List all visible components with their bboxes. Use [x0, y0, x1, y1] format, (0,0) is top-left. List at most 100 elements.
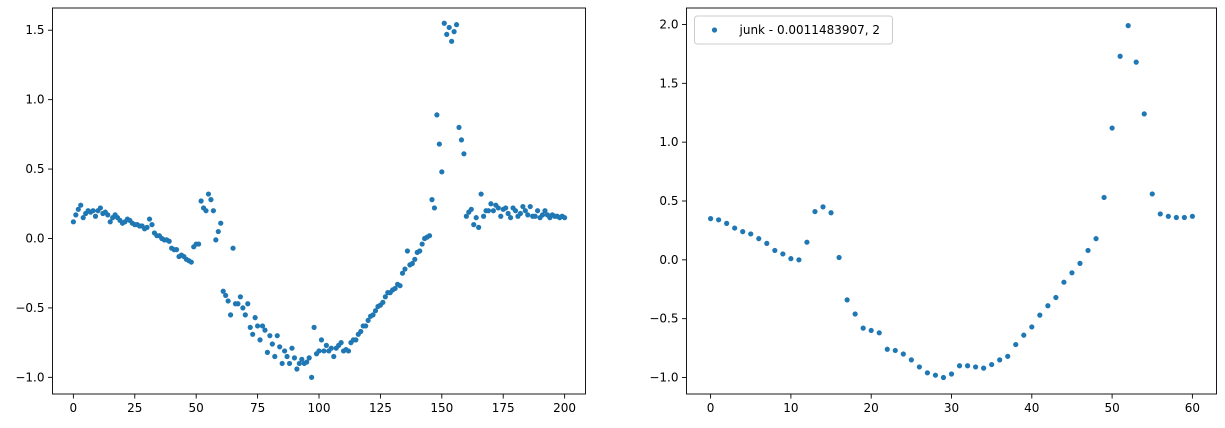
right-scatter-chart: 0 10 20 30 40 50 60 −1.0 −0.5 0.0 0.5 1.0 1.5 2.0 junk… [649, 7, 1217, 415]
data-point [498, 213, 504, 219]
data-point [828, 210, 834, 216]
data-point [240, 305, 246, 311]
data-point [242, 312, 248, 318]
data-point [836, 254, 842, 261]
y-tick-label: 0.5 [25, 162, 44, 176]
x-tick-label: 20 [864, 401, 879, 415]
y-tick-label: −1.0 [649, 371, 678, 385]
data-point [311, 324, 317, 330]
data-point [198, 198, 204, 204]
data-point [463, 213, 469, 219]
x-tick-label: 50 [1104, 401, 1119, 415]
data-point [535, 208, 541, 214]
data-point [1053, 294, 1059, 301]
data-point [272, 353, 278, 360]
data-point [294, 366, 300, 372]
data-points [70, 20, 568, 380]
x-tick-label: 75 [250, 401, 265, 415]
data-point [309, 374, 315, 380]
data-point [451, 29, 457, 35]
x-tick-label: 0 [707, 401, 715, 415]
data-point [402, 266, 408, 272]
data-point [796, 257, 802, 263]
y-tick-label: 2.0 [659, 17, 678, 31]
x-tick-label: 25 [127, 401, 142, 415]
data-point [503, 205, 509, 211]
data-point [517, 210, 524, 217]
data-point [399, 270, 406, 276]
axes-frame [686, 7, 1217, 395]
data-point [1085, 247, 1091, 254]
data-point [223, 292, 229, 299]
data-point [772, 247, 778, 254]
data-point [525, 212, 531, 218]
data-point [488, 201, 494, 207]
data-point [724, 220, 730, 226]
data-point [476, 224, 482, 230]
data-point [92, 213, 99, 219]
data-point [512, 208, 519, 214]
data-point [756, 236, 762, 242]
data-point [884, 346, 890, 352]
data-point [507, 215, 514, 221]
data-point [203, 208, 209, 214]
data-point [220, 288, 226, 294]
data-point [852, 311, 858, 317]
data-point [188, 259, 194, 265]
data-point [542, 208, 548, 214]
data-point [1101, 194, 1107, 201]
data-point [436, 141, 442, 147]
data-point [441, 20, 447, 26]
data-point [417, 248, 423, 254]
data-point [227, 312, 234, 318]
data-point [860, 325, 866, 331]
legend: junk - 0.0011483907, 2 [694, 15, 893, 45]
data-point [205, 191, 212, 197]
data-point [748, 231, 754, 237]
data-point [804, 239, 810, 245]
data-point [78, 202, 84, 208]
data-point [527, 203, 533, 210]
data-point [431, 205, 438, 211]
data-point [453, 22, 460, 28]
data-point [707, 216, 714, 222]
data-point [1165, 213, 1171, 219]
data-point [247, 324, 253, 330]
data-point [1189, 213, 1196, 219]
data-point [80, 215, 86, 221]
data-point [252, 315, 258, 321]
data-point [485, 208, 492, 214]
data-point [764, 240, 770, 246]
data-point [522, 208, 528, 214]
data-point [316, 348, 322, 354]
data-point [473, 215, 479, 221]
data-point [210, 208, 216, 214]
data-point [173, 247, 180, 253]
data-point [257, 337, 263, 343]
data-point [213, 237, 219, 243]
data-point [144, 224, 150, 230]
data-point [1029, 324, 1035, 330]
data-point [1173, 214, 1179, 221]
x-tick-label: 125 [369, 401, 392, 415]
x-tick-label: 40 [1024, 401, 1039, 415]
x-tick-label: 175 [492, 401, 515, 415]
data-point [262, 327, 268, 333]
data-point [434, 112, 440, 118]
data-point [105, 212, 111, 218]
data-point [940, 374, 947, 381]
legend-box [694, 15, 893, 45]
data-point [284, 353, 290, 360]
data-point [107, 219, 113, 225]
data-point [562, 215, 568, 221]
data-point [75, 206, 81, 212]
data-point [323, 342, 329, 348]
legend-label: junk - 0.0011483907, 2 [739, 23, 881, 37]
data-point [289, 345, 295, 351]
data-point [70, 219, 76, 225]
data-point [237, 294, 243, 300]
data-point [1109, 125, 1115, 131]
data-point [149, 222, 155, 228]
data-point [780, 251, 786, 257]
data-point [235, 301, 241, 307]
